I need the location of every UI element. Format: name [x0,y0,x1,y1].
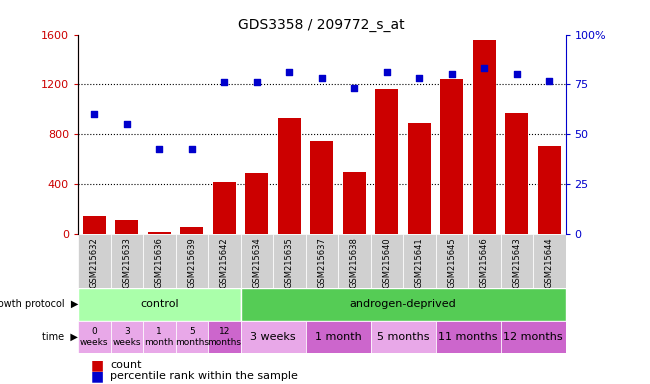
Point [219,79,229,85]
Point [284,69,294,75]
Bar [83,215,105,234]
Bar [273,234,306,288]
Text: 3
weeks: 3 weeks [112,327,141,347]
Text: ■: ■ [91,358,104,372]
Text: count: count [111,360,142,370]
Text: GSM215640: GSM215640 [382,237,391,288]
Text: GSM215643: GSM215643 [512,237,521,288]
Text: GSM215632: GSM215632 [90,237,99,288]
Text: GSM215634: GSM215634 [252,237,261,288]
Text: androgen-deprived: androgen-deprived [350,299,456,310]
Bar [208,321,240,353]
Bar [143,234,176,288]
Bar [278,118,300,234]
Text: GSM215636: GSM215636 [155,237,164,288]
Bar [306,321,370,353]
Text: GSM215645: GSM215645 [447,237,456,288]
Bar [500,234,533,288]
Text: 5
months: 5 months [175,327,209,347]
Text: 5 months: 5 months [377,332,429,342]
Point [512,71,522,78]
Text: 1
month: 1 month [144,327,174,347]
Bar [506,113,528,234]
Bar [208,234,240,288]
Bar [343,172,365,234]
Text: ■: ■ [91,369,104,383]
Point [544,78,554,84]
Text: GSM215646: GSM215646 [480,237,489,288]
Bar [111,321,143,353]
Text: 3 weeks: 3 weeks [250,332,296,342]
Bar [408,123,430,234]
Bar [246,173,268,234]
Bar [533,234,566,288]
Bar [78,321,111,353]
Bar [176,321,208,353]
Text: percentile rank within the sample: percentile rank within the sample [111,371,298,381]
Text: GSM215638: GSM215638 [350,237,359,288]
Point [252,79,262,85]
Bar [176,234,208,288]
Point [349,85,359,91]
Point [382,69,392,75]
Text: GSM215635: GSM215635 [285,237,294,288]
Point [479,65,489,71]
Bar [436,234,468,288]
Text: growth protocol  ▶: growth protocol ▶ [0,299,78,310]
Bar [306,234,338,288]
Title: GDS3358 / 209772_s_at: GDS3358 / 209772_s_at [239,18,405,32]
Bar [78,234,111,288]
Text: GSM215633: GSM215633 [122,237,131,288]
Bar [403,234,436,288]
Point [154,146,164,152]
Bar [213,182,235,234]
Bar [78,288,240,321]
Bar [338,234,370,288]
Point [447,71,457,78]
Bar [500,321,566,353]
Point [317,75,327,81]
Point [414,75,424,81]
Text: control: control [140,299,179,310]
Bar [468,234,500,288]
Bar [436,321,500,353]
Text: 12 months: 12 months [503,332,563,342]
Bar [240,288,566,321]
Text: GSM215639: GSM215639 [187,237,196,288]
Bar [441,79,463,234]
Text: GSM215637: GSM215637 [317,237,326,288]
Bar [240,234,273,288]
Bar [148,232,170,234]
Bar [240,321,306,353]
Text: GSM215644: GSM215644 [545,237,554,288]
Bar [143,321,176,353]
Text: GSM215641: GSM215641 [415,237,424,288]
Bar [473,40,495,234]
Point [187,146,197,152]
Bar [538,146,560,234]
Text: time  ▶: time ▶ [42,332,78,342]
Bar [370,234,403,288]
Bar [311,141,333,234]
Bar [111,234,143,288]
Text: 1 month: 1 month [315,332,361,342]
Bar [376,89,398,234]
Text: 12
months: 12 months [207,327,241,347]
Text: 11 months: 11 months [438,332,498,342]
Bar [370,321,436,353]
Bar [181,227,203,234]
Bar [116,220,138,234]
Point [89,111,99,118]
Point [122,121,132,127]
Text: GSM215642: GSM215642 [220,237,229,288]
Text: 0
weeks: 0 weeks [80,327,109,347]
